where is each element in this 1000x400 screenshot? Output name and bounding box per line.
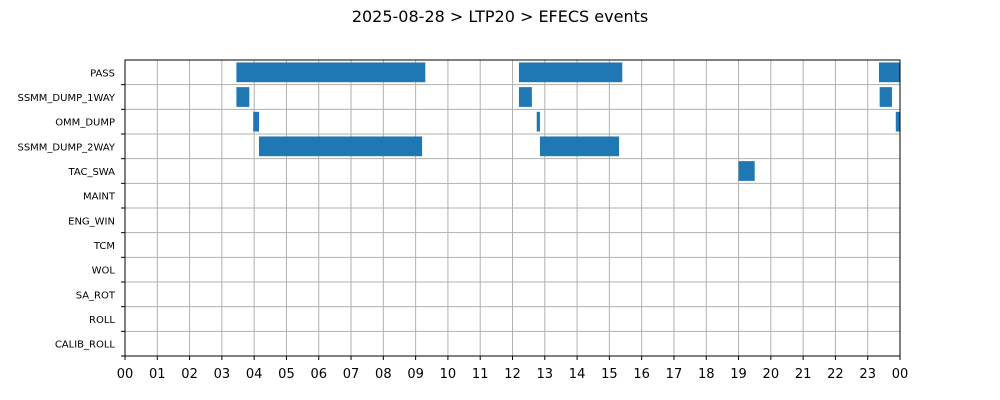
event-bar	[518, 62, 623, 83]
x-tick-label: 03	[214, 367, 231, 382]
x-tick-label: 08	[375, 367, 392, 382]
y-tick-label: PASS	[90, 68, 115, 79]
y-axis: PASS SSMM_DUMP_1WAY OMM_DUMP SSMM_DUMP_2WAY…	[17, 68, 125, 357]
x-tick-label: 02	[181, 367, 198, 382]
x-tick-label: 21	[795, 367, 812, 382]
event-bar	[539, 136, 620, 157]
event-bar	[236, 62, 426, 83]
x-tick-label: 06	[310, 367, 327, 382]
x-tick-label: 10	[440, 367, 457, 382]
event-bar	[879, 87, 892, 107]
y-tick-label: WOL	[92, 266, 116, 277]
y-tick-label: TAC_SWA	[67, 167, 115, 178]
y-tick-label: MAINT	[83, 192, 116, 203]
event-bar	[518, 87, 532, 107]
event-bar	[236, 87, 250, 107]
x-tick-label: 14	[569, 367, 586, 382]
x-tick-label: 15	[601, 367, 618, 382]
event-bar	[536, 111, 540, 132]
chart-title: 2025-08-28 > LTP20 > EFECS events	[352, 7, 648, 26]
event-bar	[738, 161, 755, 181]
y-tick-label: ROLL	[89, 315, 115, 326]
x-tick-label: 20	[763, 367, 780, 382]
y-tick-label: TCM	[93, 241, 115, 252]
x-tick-label: 23	[859, 367, 876, 382]
x-tick-label: 22	[827, 367, 844, 382]
x-tick-label: 11	[472, 367, 489, 382]
x-tick-label: 12	[504, 367, 521, 382]
x-tick-label: 16	[633, 367, 650, 382]
x-axis: 00 01 02 03 04 05 06 07 08 09 10 11 12 13 14 15 16 17 18 19…	[117, 356, 909, 382]
x-tick-label: 01	[149, 367, 166, 382]
x-tick-label: 00	[117, 367, 134, 382]
event-bar	[259, 136, 423, 157]
y-tick-label: ENG_WIN	[68, 216, 115, 227]
y-tick-label: SSMM_DUMP_2WAY	[17, 142, 115, 153]
event-bar	[879, 62, 900, 83]
x-tick-label: 18	[698, 367, 715, 382]
x-tick-label: 09	[407, 367, 424, 382]
y-tick-label: CALIB_ROLL	[55, 340, 116, 351]
event-bar	[253, 111, 260, 132]
y-tick-label: OMM_DUMP	[55, 118, 115, 129]
x-tick-label: 07	[343, 367, 360, 382]
event-bars	[236, 62, 900, 181]
x-tick-label: 17	[666, 367, 683, 382]
x-tick-label: 13	[537, 367, 554, 382]
x-tick-label: 04	[246, 367, 263, 382]
y-tick-label: SA_ROT	[76, 290, 116, 301]
x-tick-label: 05	[278, 367, 295, 382]
event-bar	[895, 111, 900, 132]
y-tick-label: SSMM_DUMP_1WAY	[17, 93, 115, 104]
x-tick-label: 19	[730, 367, 747, 382]
x-tick-label: 00	[892, 367, 909, 382]
